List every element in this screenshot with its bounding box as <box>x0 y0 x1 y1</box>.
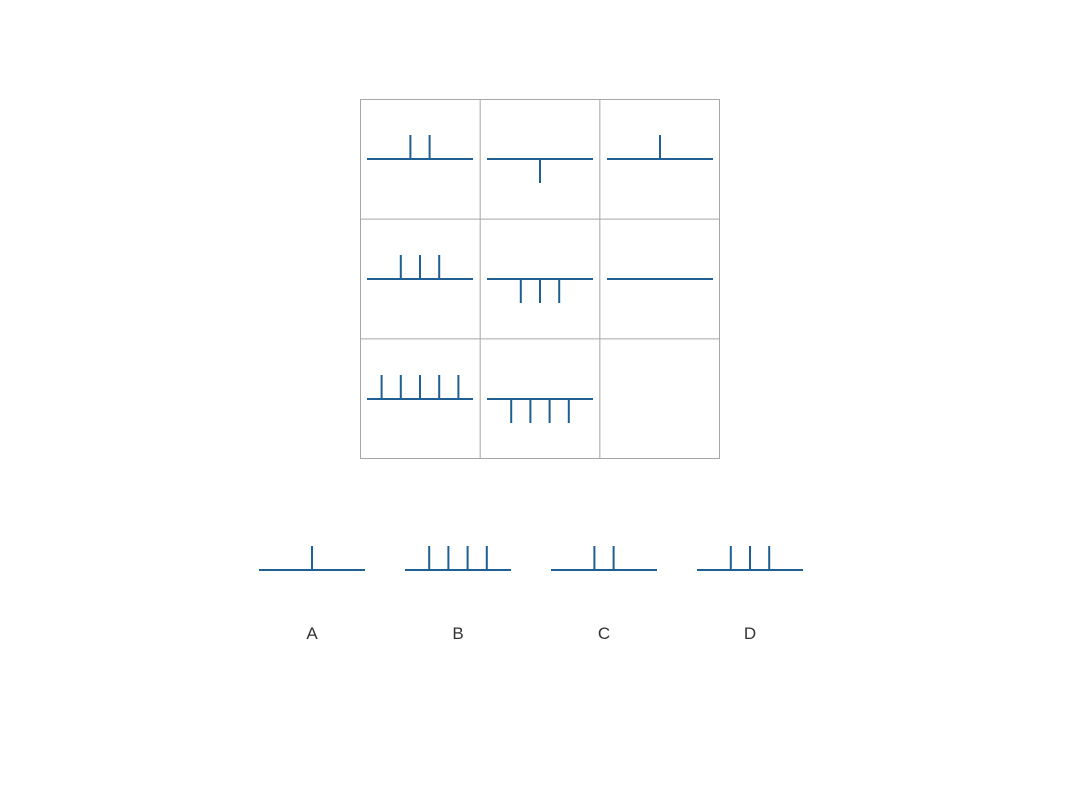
grid-cell <box>367 255 473 280</box>
figure <box>405 546 511 571</box>
option-label-a[interactable]: A <box>306 624 318 643</box>
grid-cell <box>367 375 473 400</box>
figure <box>607 135 713 160</box>
grid-cell <box>607 135 713 160</box>
grid-cell <box>487 278 593 303</box>
grid-cells <box>367 135 713 423</box>
figure <box>367 135 473 160</box>
option-figure-d[interactable] <box>690 530 810 590</box>
figure <box>487 158 593 183</box>
grid-cell <box>487 158 593 183</box>
option-label-c[interactable]: C <box>597 624 611 643</box>
figure <box>487 278 593 303</box>
grid-lines <box>360 99 720 459</box>
figure <box>367 255 473 280</box>
figure <box>259 546 365 571</box>
grid-cell <box>367 135 473 160</box>
option-figure-c[interactable] <box>544 530 664 590</box>
figure <box>697 546 803 571</box>
grid-cell <box>487 398 593 423</box>
option-figure-b[interactable] <box>398 530 518 590</box>
figure <box>487 398 593 423</box>
puzzle-grid <box>360 99 720 459</box>
option-label-b[interactable]: B <box>452 624 464 643</box>
figure <box>551 546 657 571</box>
option-figure-a[interactable] <box>252 530 372 590</box>
figure <box>367 375 473 400</box>
option-label-d[interactable]: D <box>743 624 757 643</box>
